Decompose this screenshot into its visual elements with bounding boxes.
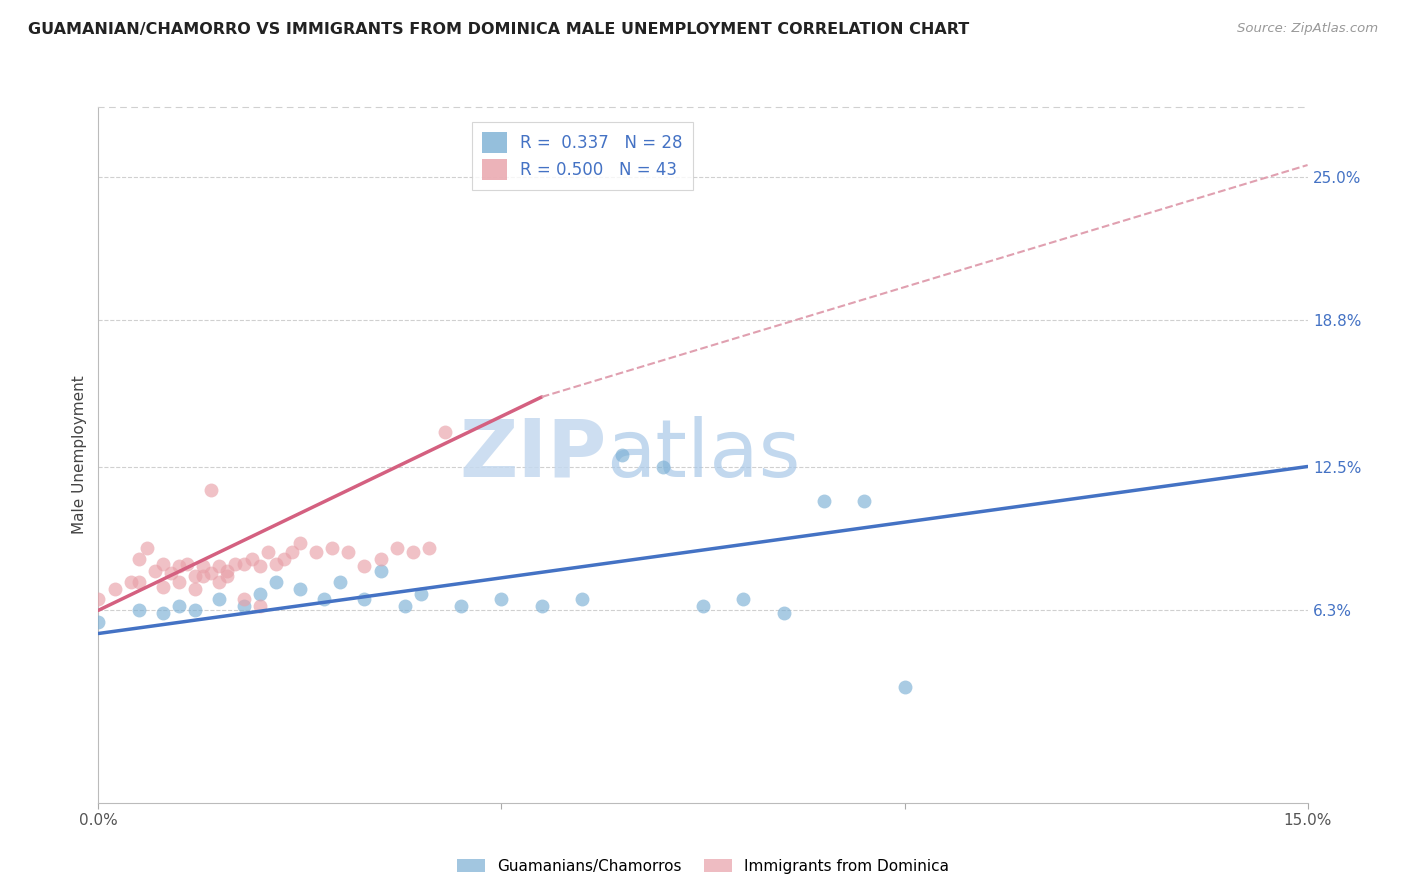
Point bbox=[184, 603, 207, 617]
Y-axis label: Male Unemployment: Male Unemployment bbox=[72, 376, 87, 534]
Point bbox=[135, 541, 157, 555]
Point bbox=[264, 575, 287, 590]
Point bbox=[240, 552, 263, 566]
Point bbox=[402, 545, 425, 559]
Point bbox=[224, 557, 246, 571]
Point bbox=[853, 494, 876, 508]
Legend: Guamanians/Chamorros, Immigrants from Dominica: Guamanians/Chamorros, Immigrants from Do… bbox=[451, 853, 955, 880]
Point bbox=[281, 545, 304, 559]
Point bbox=[329, 575, 352, 590]
Point bbox=[385, 541, 408, 555]
Point bbox=[232, 591, 254, 606]
Point bbox=[264, 557, 287, 571]
Text: GUAMANIAN/CHAMORRO VS IMMIGRANTS FROM DOMINICA MALE UNEMPLOYMENT CORRELATION CHA: GUAMANIAN/CHAMORRO VS IMMIGRANTS FROM DO… bbox=[28, 22, 969, 37]
Point bbox=[418, 541, 440, 555]
Point bbox=[167, 575, 190, 590]
Point bbox=[232, 599, 254, 613]
Legend: R =  0.337   N = 28, R = 0.500   N = 43: R = 0.337 N = 28, R = 0.500 N = 43 bbox=[471, 122, 693, 190]
Point bbox=[692, 599, 714, 613]
Point bbox=[571, 591, 593, 606]
Point bbox=[87, 615, 110, 629]
Point bbox=[200, 566, 222, 581]
Point bbox=[217, 564, 239, 578]
Point bbox=[152, 580, 174, 594]
Point bbox=[394, 599, 416, 613]
Point bbox=[321, 541, 343, 555]
Point bbox=[120, 575, 142, 590]
Point bbox=[337, 545, 360, 559]
Point bbox=[128, 575, 150, 590]
Point bbox=[249, 559, 271, 574]
Point bbox=[491, 591, 513, 606]
Point bbox=[128, 603, 150, 617]
Point bbox=[530, 599, 553, 613]
Point bbox=[249, 599, 271, 613]
Point bbox=[208, 591, 231, 606]
Point bbox=[208, 559, 231, 574]
Point bbox=[200, 483, 222, 497]
Point bbox=[184, 582, 207, 597]
Point bbox=[167, 559, 190, 574]
Point bbox=[893, 680, 915, 694]
Point bbox=[353, 591, 375, 606]
Point bbox=[249, 587, 271, 601]
Point bbox=[434, 425, 457, 439]
Point bbox=[353, 559, 375, 574]
Point bbox=[370, 564, 392, 578]
Point bbox=[772, 606, 794, 620]
Point bbox=[288, 582, 311, 597]
Point bbox=[128, 552, 150, 566]
Point bbox=[409, 587, 432, 601]
Point bbox=[305, 545, 328, 559]
Text: Source: ZipAtlas.com: Source: ZipAtlas.com bbox=[1237, 22, 1378, 36]
Point bbox=[370, 552, 392, 566]
Point bbox=[813, 494, 835, 508]
Point bbox=[273, 552, 295, 566]
Point bbox=[143, 564, 166, 578]
Point bbox=[152, 557, 174, 571]
Point bbox=[450, 599, 472, 613]
Point bbox=[612, 448, 634, 462]
Point bbox=[160, 566, 183, 581]
Point bbox=[208, 575, 231, 590]
Point bbox=[184, 568, 207, 582]
Point bbox=[193, 559, 215, 574]
Point bbox=[217, 568, 239, 582]
Point bbox=[103, 582, 125, 597]
Point bbox=[288, 536, 311, 550]
Point bbox=[167, 599, 190, 613]
Point bbox=[314, 591, 336, 606]
Text: atlas: atlas bbox=[606, 416, 800, 494]
Point bbox=[256, 545, 278, 559]
Point bbox=[651, 459, 673, 474]
Point bbox=[87, 591, 110, 606]
Point bbox=[152, 606, 174, 620]
Point bbox=[193, 568, 215, 582]
Point bbox=[176, 557, 198, 571]
Point bbox=[733, 591, 755, 606]
Point bbox=[232, 557, 254, 571]
Text: ZIP: ZIP bbox=[458, 416, 606, 494]
